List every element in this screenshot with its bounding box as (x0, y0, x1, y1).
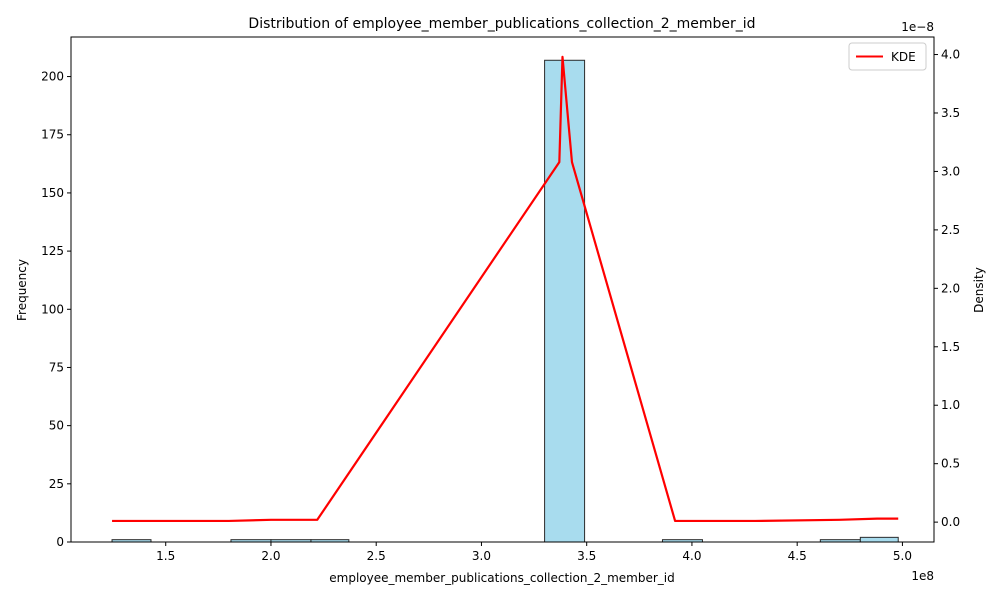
y2-axis-ticks: 0.0 0.5 1.0 1.5 2.0 2.5 3.0 3.5 4.0 (934, 48, 960, 529)
x-tick-label: 4.5 (788, 549, 807, 563)
legend-box (848, 42, 927, 71)
x-tick-label: 2.0 (261, 549, 280, 563)
x-tick-label: 5.0 (893, 549, 912, 563)
y-tick-label: 50 (49, 419, 64, 433)
x-tick-label: 4.0 (682, 549, 701, 563)
y-tick-label: 200 (41, 70, 64, 84)
kde-layer (112, 55, 899, 523)
y2-axis-offset-label: 1e−8 (901, 20, 934, 34)
x-tick-label: 1.5 (156, 549, 175, 563)
y-tick-label: 125 (41, 244, 64, 258)
y2-tick-label: 2.0 (941, 281, 960, 295)
y-tick-label: 25 (49, 477, 64, 491)
kde-line (112, 55, 899, 523)
x-axis-offset-label: 1e8 (911, 569, 934, 583)
y-axis-label: Frequency (15, 259, 29, 321)
histogram-bar (859, 536, 899, 543)
y2-axis-label: Density (972, 267, 986, 313)
x-tick-label: 3.5 (577, 549, 596, 563)
y2-tick-label: 3.5 (941, 106, 960, 120)
chart-title: Distribution of employee_member_publicat… (248, 16, 755, 32)
x-axis-ticks: 1.5 2.0 2.5 3.0 3.5 4.0 4.5 5.0 (156, 542, 912, 563)
histogram-bar (544, 59, 586, 543)
y2-tick-label: 1.0 (941, 398, 960, 412)
y-tick-label: 150 (41, 186, 64, 200)
histogram-bars (111, 59, 899, 543)
x-tick-label: 2.5 (367, 549, 386, 563)
x-axis-label: employee_member_publications_collection_… (329, 571, 674, 585)
y2-tick-label: 0.5 (941, 457, 960, 471)
legend: KDE (848, 42, 927, 71)
y-tick-label: 0 (56, 535, 64, 549)
y2-tick-label: 3.0 (941, 164, 960, 178)
y-tick-label: 75 (49, 360, 64, 374)
y2-tick-label: 0.0 (941, 515, 960, 529)
y-tick-label: 175 (41, 128, 64, 142)
y-axis-ticks: 0 25 50 75 100 125 150 175 200 (41, 70, 71, 549)
x-tick-label: 3.0 (472, 549, 491, 563)
y2-tick-label: 1.5 (941, 340, 960, 354)
y2-tick-label: 2.5 (941, 223, 960, 237)
y-tick-label: 100 (41, 302, 64, 316)
plot-frame (70, 36, 935, 543)
y2-tick-label: 4.0 (941, 48, 960, 62)
legend-kde-label: KDE (891, 50, 916, 64)
